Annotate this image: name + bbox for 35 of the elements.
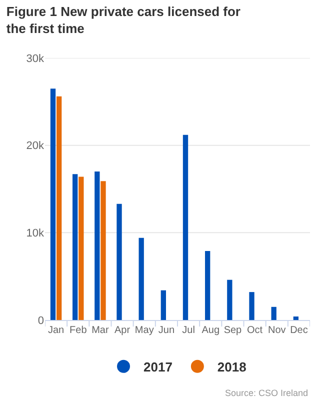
- bar: [94, 172, 100, 320]
- bar: [205, 251, 210, 320]
- y-tick-label: 10k: [26, 228, 44, 240]
- bar: [271, 306, 276, 320]
- legend-label: 2017: [144, 359, 172, 374]
- x-tick-label: May: [134, 325, 154, 336]
- y-tick-label: 0: [38, 314, 44, 327]
- bar: [78, 176, 84, 320]
- y-tick-label: 20k: [26, 140, 44, 152]
- bar: [160, 290, 166, 320]
- x-tick-label: Jan: [48, 325, 64, 336]
- bar: [56, 96, 62, 320]
- bar: [249, 292, 254, 320]
- x-tick-label: Apr: [114, 325, 131, 336]
- x-tick-label: Jul: [182, 325, 195, 336]
- x-tick-label: Nov: [268, 325, 286, 336]
- x-tick-label: Jun: [158, 325, 175, 336]
- bar: [227, 280, 232, 320]
- x-tick-label: Mar: [92, 325, 110, 336]
- x-tick-label: Aug: [202, 325, 220, 336]
- bar: [50, 88, 56, 320]
- chart-title: Figure 1 New private cars licensed for the first time: [6, 4, 240, 36]
- source-note: Source: CSO Ireland: [225, 388, 308, 398]
- bar: [72, 174, 78, 320]
- bar: [116, 204, 122, 320]
- x-tick-label: Sep: [224, 325, 242, 336]
- x-tick-label: Oct: [247, 325, 263, 336]
- y-tick-label: 30k: [26, 52, 44, 65]
- bar: [138, 238, 144, 320]
- bar: [182, 134, 188, 320]
- bar: [293, 316, 298, 320]
- legend-label: 2018: [217, 359, 246, 374]
- bar: [100, 181, 106, 320]
- x-tick-label: Dec: [290, 325, 308, 336]
- x-tick-label: Feb: [70, 325, 88, 336]
